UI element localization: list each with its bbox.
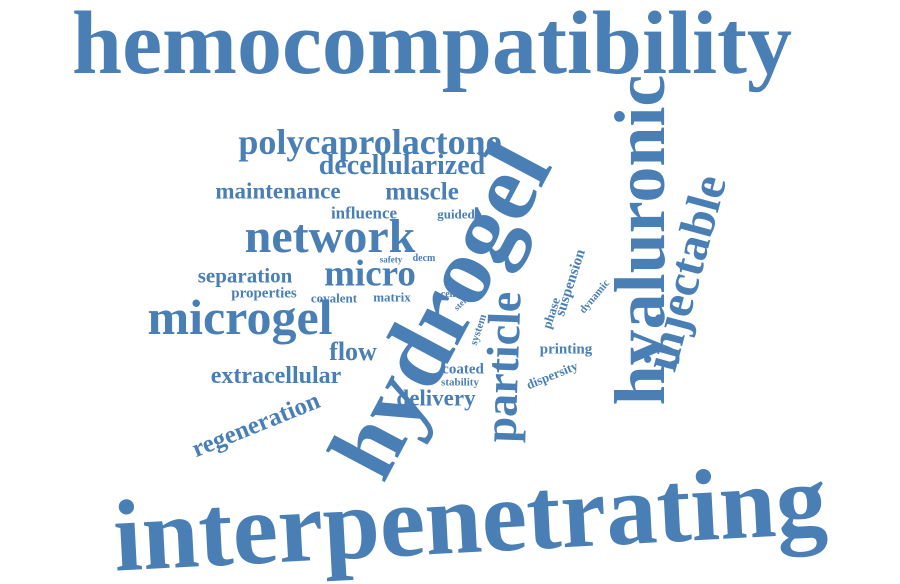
- word-interpenetrating: interpenetrating: [110, 443, 830, 584]
- word-particle: particle: [474, 290, 531, 444]
- word-influence: influence: [330, 203, 398, 223]
- word-decellularized: decellularized: [318, 150, 486, 181]
- word-guided: guided: [437, 206, 475, 222]
- word-microgel: microgel: [147, 289, 333, 345]
- word-cell: cell: [440, 289, 456, 300]
- word-regeneration: regeneration: [188, 387, 324, 463]
- word-network: network: [244, 210, 416, 263]
- word-matrix: matrix: [373, 289, 411, 305]
- word-separation: separation: [197, 263, 293, 288]
- word-coated: coated: [442, 361, 484, 378]
- word-muscle: muscle: [385, 178, 459, 206]
- word-maintenance: maintenance: [215, 178, 341, 204]
- word-covalent: covalent: [310, 290, 358, 306]
- word-safety: safety: [379, 254, 403, 265]
- word-micro: micro: [324, 253, 416, 295]
- word-dispersity: dispersity: [524, 357, 580, 393]
- word-extracellular: extracellular: [210, 363, 342, 389]
- word-polycaprolactone: polycaprolactone: [238, 122, 502, 162]
- word-properties: properties: [231, 285, 297, 302]
- word-hemocompatibility: hemocompatibility: [72, 0, 792, 93]
- word-decm: decm: [412, 253, 436, 264]
- word-stability: stability: [441, 376, 479, 389]
- word-flow: flow: [329, 337, 377, 366]
- word-delivery: delivery: [396, 385, 476, 411]
- word-printing: printing: [539, 341, 593, 358]
- word-phase: phase: [538, 295, 564, 331]
